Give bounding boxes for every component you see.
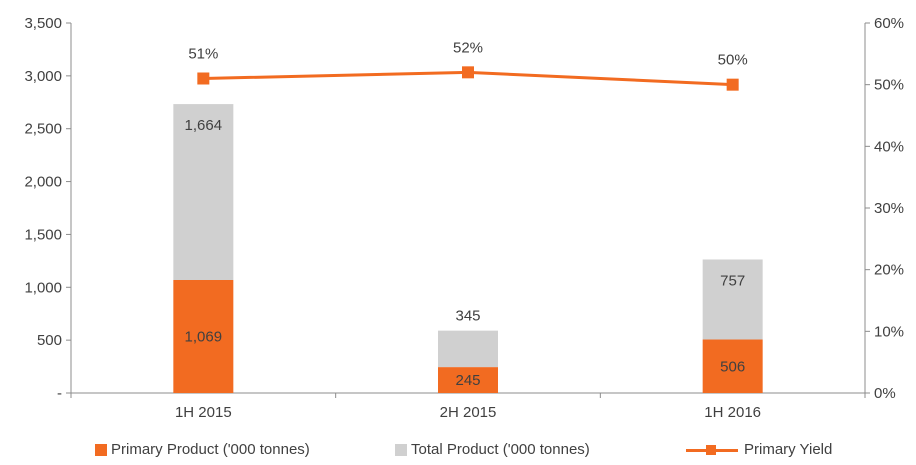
data-label-primary-product: 1,069	[185, 328, 223, 345]
y-left-tick-label: 2,000	[24, 174, 62, 191]
legend-item-primary-product: Primary Product ('000 tonnes)	[95, 441, 310, 458]
bar-total-product	[173, 104, 234, 280]
legend-label-total-product: Total Product ('000 tonnes)	[411, 441, 590, 458]
bar-primary-product	[702, 339, 763, 393]
legend-swatch-primary-product	[95, 443, 107, 456]
y-left-tick-label: 3,000	[24, 68, 62, 85]
bar-total-product	[702, 259, 763, 340]
data-label-total-product: 757	[720, 272, 745, 289]
yield-point-marker	[197, 72, 210, 85]
bar-primary-product	[438, 367, 498, 393]
data-label-primary-yield: 50%	[718, 52, 748, 69]
bars	[173, 104, 763, 393]
data-label-primary-yield: 51%	[188, 46, 218, 63]
legend-item-primary-yield: Primary Yield	[686, 441, 832, 458]
data-label-total-product: 345	[455, 308, 480, 325]
x-tick-label: 1H 2015	[175, 404, 232, 421]
y-right-tick-label: 10%	[874, 323, 904, 340]
y-right-tick-label: 50%	[874, 77, 904, 94]
y-left-tick-label: 500	[37, 332, 62, 349]
yield-point-marker	[726, 78, 739, 91]
legend-label-primary-yield: Primary Yield	[744, 441, 833, 458]
x-tick-label: 1H 2016	[704, 404, 761, 421]
data-label-primary-product: 506	[720, 358, 745, 375]
y-right-tick-label: 30%	[874, 200, 904, 217]
y-right-tick-label: 0%	[874, 385, 896, 402]
x-tick-label: 2H 2015	[440, 404, 497, 421]
legend-swatch-total-product	[395, 443, 407, 456]
data-label-primary-yield: 52%	[453, 39, 483, 56]
data-labels: 1,069 1,664 245 345 506 757 51% 52% 50%	[185, 39, 748, 389]
y-left-tick-label: 1,500	[24, 226, 62, 243]
bar-primary-product	[173, 279, 234, 393]
yield-line	[197, 66, 739, 91]
yield-point-marker	[462, 66, 474, 79]
legend: Primary Product ('000 tonnes) Total Prod…	[0, 441, 916, 465]
y-left-tick-label: 2,500	[24, 121, 62, 138]
data-label-total-product: 1,664	[185, 117, 223, 134]
bar-total-product	[438, 330, 498, 368]
y-left-tick-label: -	[57, 385, 62, 402]
legend-item-total-product: Total Product ('000 tonnes)	[395, 441, 590, 458]
legend-label-primary-product: Primary Product ('000 tonnes)	[111, 441, 310, 458]
data-label-primary-product: 245	[455, 372, 480, 389]
y-right-tick-label: 60%	[874, 15, 904, 32]
y-left-tick-label: 1,000	[24, 279, 62, 296]
legend-line-primary-yield	[686, 443, 738, 457]
axes: - 500 1,000 1,500 2,000 2,500 3,000 3,500 0% 10% 2…	[24, 15, 904, 421]
y-right-tick-label: 20%	[874, 262, 904, 279]
y-left-tick-label: 3,500	[24, 15, 62, 32]
y-right-tick-label: 40%	[874, 138, 904, 155]
